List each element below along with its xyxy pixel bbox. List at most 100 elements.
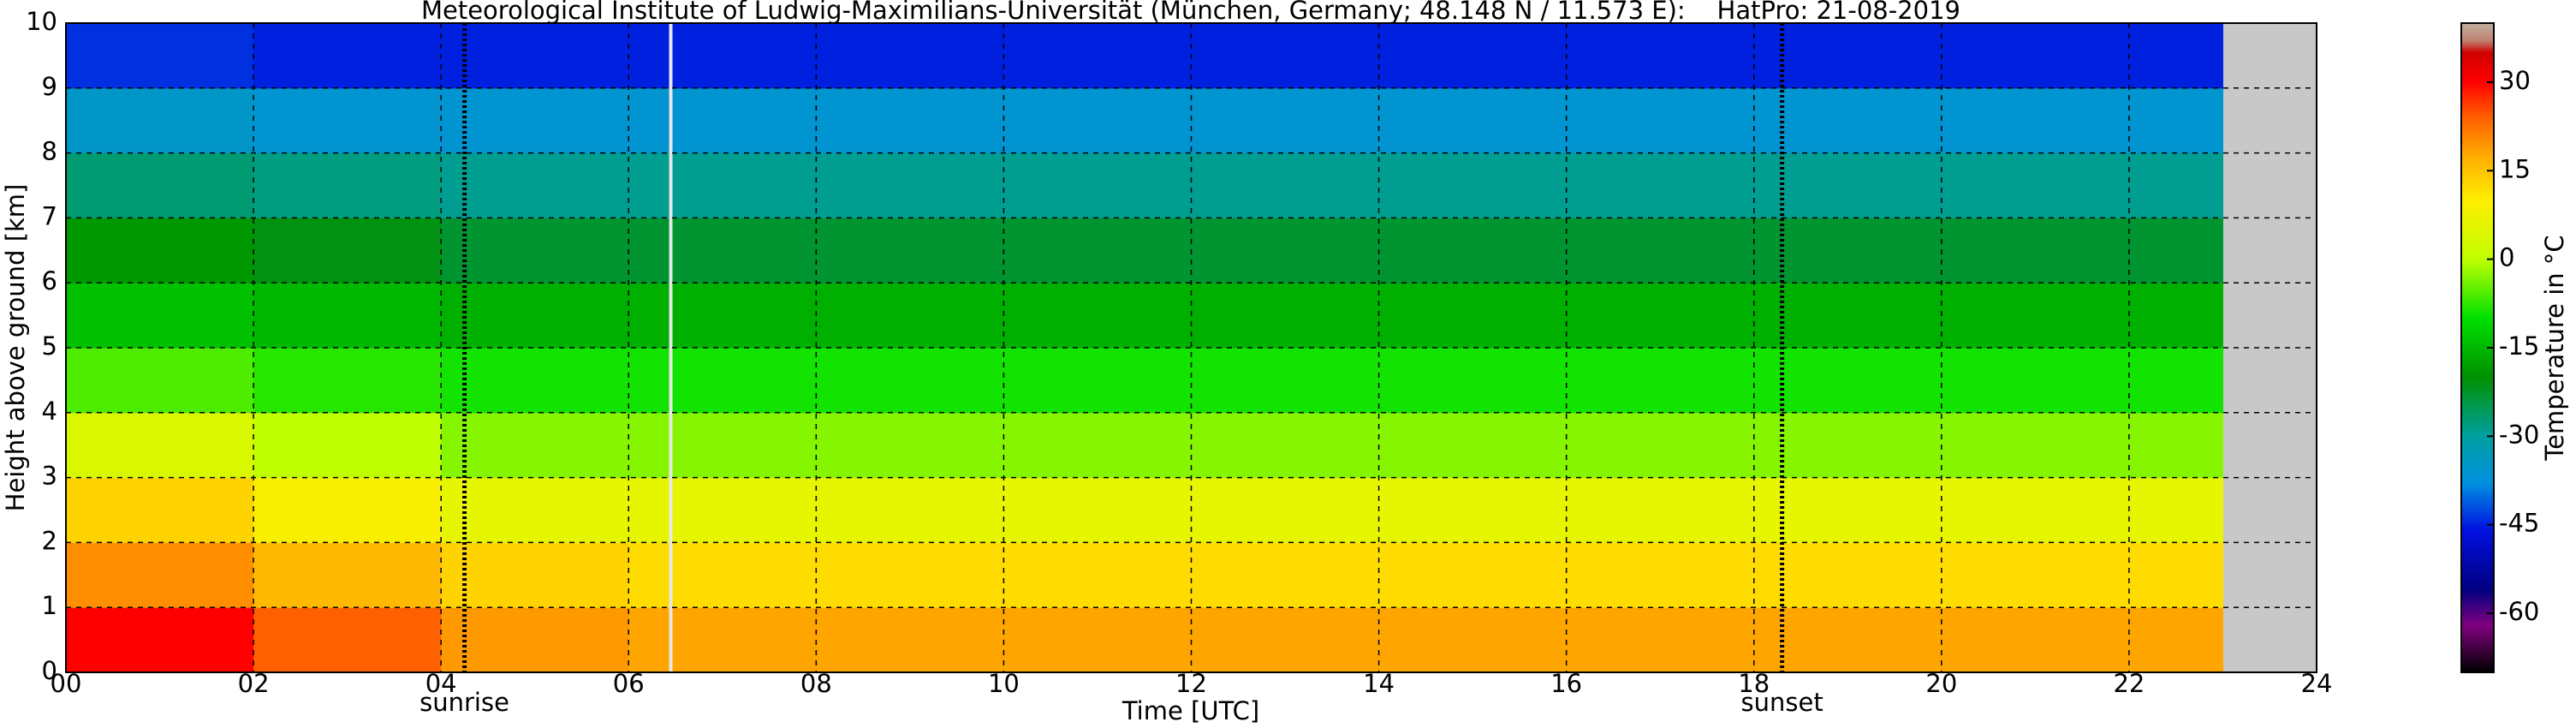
heat-cell <box>253 283 442 349</box>
heat-cell <box>66 477 254 543</box>
heat-cell <box>66 23 254 89</box>
x-tick-label: 08 <box>800 669 832 698</box>
heat-cell <box>441 152 629 218</box>
heat-cell <box>1753 477 1942 543</box>
heat-cell <box>1566 412 1755 479</box>
chart-title: Meteorological Institute of Ludwig-Maxim… <box>421 0 1960 25</box>
heat-cell <box>1003 23 1192 89</box>
heat-cell <box>441 23 629 89</box>
heat-cell <box>66 283 254 349</box>
heat-cell <box>66 607 254 673</box>
heat-cell <box>2128 87 2223 154</box>
heat-cell <box>1191 283 1380 349</box>
y-tick-label: 7 <box>42 201 57 230</box>
heat-cell <box>253 412 442 479</box>
colorbar-tick-label: -15 <box>2499 331 2539 361</box>
heat-cell <box>628 87 817 154</box>
heat-cell <box>1753 152 1942 218</box>
heat-cell <box>1191 477 1380 543</box>
heat-cell <box>1191 542 1380 608</box>
heat-cell <box>1941 477 2130 543</box>
x-tick-label: 02 <box>238 669 270 698</box>
y-tick-label: 9 <box>42 72 57 101</box>
heat-cell <box>1753 87 1942 154</box>
heat-cell <box>1566 477 1755 543</box>
heat-cell <box>441 218 629 283</box>
heat-cell <box>1753 412 1942 479</box>
y-tick-label: 8 <box>42 137 57 166</box>
heat-cell <box>1753 348 1942 414</box>
heat-cell <box>441 607 629 673</box>
heat-cell <box>2128 477 2223 543</box>
x-tick-label: 18 <box>1738 669 1770 698</box>
heat-cell <box>253 542 442 608</box>
heat-cell <box>816 542 1004 608</box>
x-tick-label: 22 <box>2113 669 2145 698</box>
heat-cell <box>1191 152 1380 218</box>
heat-cell <box>66 348 254 414</box>
heat-cell <box>1753 542 1942 608</box>
heat-cell <box>816 477 1004 543</box>
heat-cell <box>1003 607 1192 673</box>
heat-cell <box>1941 607 2130 673</box>
heat-cell <box>1941 542 2130 608</box>
heat-cell <box>628 412 817 479</box>
heat-cell <box>1566 87 1755 154</box>
x-tick-label: 16 <box>1550 669 1582 698</box>
x-tick-label: 06 <box>613 669 645 698</box>
heat-cell <box>1191 348 1380 414</box>
heat-cell <box>1003 218 1192 283</box>
colorbar-tick-label: 30 <box>2499 66 2531 95</box>
heat-cell <box>441 477 629 543</box>
y-tick-label: 10 <box>26 7 57 36</box>
heat-cell <box>1378 218 1568 283</box>
heat-cell <box>1003 348 1192 414</box>
heat-cell <box>1191 412 1380 479</box>
heat-cell <box>66 412 254 479</box>
heat-cell <box>2128 218 2223 283</box>
heat-cell <box>1753 218 1942 283</box>
heat-cell <box>441 283 629 349</box>
heat-cell <box>253 87 442 154</box>
heat-cell <box>1191 218 1380 283</box>
heat-cell <box>1941 283 2130 349</box>
heat-cell <box>1566 607 1755 673</box>
annotation: sunset <box>1741 688 1823 717</box>
colorbar <box>2460 22 2495 673</box>
heat-cell <box>1941 218 2130 283</box>
y-tick-label: 3 <box>42 462 57 491</box>
heat-cell <box>253 607 442 673</box>
heat-cell <box>816 412 1004 479</box>
heat-cell <box>1003 152 1192 218</box>
heat-cell <box>1566 542 1755 608</box>
heat-cell <box>1378 477 1568 543</box>
heat-cell <box>628 23 817 89</box>
heat-cell <box>1378 607 1568 673</box>
heat-cell <box>66 218 254 283</box>
heat-cell <box>66 152 254 218</box>
heat-cell <box>2128 607 2223 673</box>
heat-cell <box>441 87 629 154</box>
heat-cell <box>253 477 442 543</box>
y-tick-label: 1 <box>42 591 57 620</box>
heat-cell <box>816 87 1004 154</box>
heat-cell <box>2128 152 2223 218</box>
heat-cell <box>816 348 1004 414</box>
heat-cell <box>1941 412 2130 479</box>
heat-cell <box>253 348 442 414</box>
y-tick-label: 0 <box>42 656 57 685</box>
heat-cell <box>253 23 442 89</box>
heat-cell <box>628 542 817 608</box>
heat-cell <box>816 152 1004 218</box>
heat-cell <box>1378 348 1568 414</box>
heat-cell <box>816 283 1004 349</box>
heat-cell <box>1191 607 1380 673</box>
heat-cell <box>1566 283 1755 349</box>
heat-cell <box>253 152 442 218</box>
y-axis-label: Height above ground [km] <box>1 184 30 512</box>
heat-cell <box>441 412 629 479</box>
heat-cell <box>253 218 442 283</box>
heat-cell <box>1378 152 1568 218</box>
heat-cell <box>1941 87 2130 154</box>
